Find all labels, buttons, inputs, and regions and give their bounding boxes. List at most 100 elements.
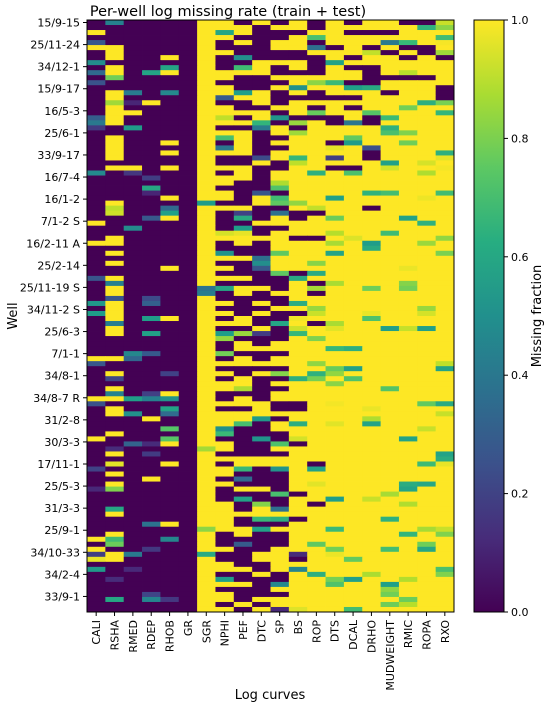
heatmap-cell (417, 356, 437, 362)
heatmap-cell (87, 55, 106, 61)
heatmap-cell (160, 456, 180, 462)
heatmap-cell (380, 436, 400, 442)
heatmap-cell (233, 260, 253, 267)
heatmap-cell (325, 421, 345, 427)
heatmap-cell (215, 240, 235, 247)
heatmap-cell (160, 70, 180, 76)
heatmap-cell (417, 300, 437, 307)
heatmap-cell (288, 436, 308, 442)
heatmap-cell (380, 95, 400, 101)
heatmap-cell (325, 235, 345, 242)
heatmap-cell (178, 100, 198, 106)
heatmap-cell (233, 321, 253, 327)
heatmap-cell (435, 601, 455, 608)
heatmap-cell (288, 40, 308, 46)
heatmap-cell (288, 175, 308, 181)
heatmap-cell (362, 100, 381, 106)
heatmap-cell (380, 110, 400, 116)
heatmap-cell (142, 456, 161, 462)
heatmap-cell (233, 451, 253, 457)
heatmap-cell (215, 20, 235, 26)
heatmap-cell (307, 135, 326, 141)
heatmap-cell (343, 265, 363, 272)
heatmap-cell (417, 376, 437, 382)
heatmap-cell (87, 601, 106, 608)
heatmap-cell (215, 30, 235, 36)
heatmap-cell (417, 411, 437, 417)
y-tick-label: 33/9-1 (44, 590, 80, 603)
heatmap-cell (215, 531, 235, 538)
heatmap-cell (160, 60, 180, 66)
heatmap-cell (307, 481, 326, 487)
heatmap-cell (343, 356, 363, 362)
heatmap-cell (435, 215, 455, 222)
heatmap-cell (142, 30, 161, 36)
heatmap-cell (105, 240, 125, 247)
heatmap-cell (197, 265, 216, 272)
heatmap-cell (417, 290, 437, 297)
heatmap-cell (270, 461, 290, 467)
heatmap-cell (197, 180, 216, 186)
heatmap-cell (87, 205, 106, 212)
heatmap-cell (307, 110, 326, 116)
heatmap-cell (252, 431, 271, 437)
heatmap-cell (288, 85, 308, 91)
heatmap-cell (252, 511, 271, 518)
heatmap-cell (197, 185, 216, 191)
heatmap-cell (343, 431, 363, 437)
heatmap-cell (123, 255, 143, 262)
heatmap-cell (160, 265, 180, 272)
heatmap-cell (142, 526, 161, 533)
heatmap-cell (288, 280, 308, 287)
heatmap-cell (325, 591, 345, 598)
heatmap-cell (362, 391, 381, 397)
heatmap-cell (343, 346, 363, 352)
heatmap-cell (380, 175, 400, 181)
heatmap-cell (307, 210, 326, 217)
heatmap-cell (343, 401, 363, 407)
heatmap-cell (233, 421, 253, 427)
heatmap-cell (435, 180, 455, 186)
heatmap-cell (435, 305, 455, 312)
heatmap-cell (197, 391, 216, 397)
heatmap-cell (288, 416, 308, 422)
heatmap-cell (325, 160, 345, 166)
heatmap-cell (270, 591, 290, 598)
heatmap-cell (417, 381, 437, 387)
heatmap-cell (362, 305, 381, 312)
heatmap-cell (325, 140, 345, 146)
heatmap-cell (105, 331, 125, 337)
heatmap-cell (142, 50, 161, 56)
heatmap-cell (380, 361, 400, 367)
heatmap-cell (435, 230, 455, 237)
heatmap-cell (233, 305, 253, 312)
x-tick-label: GR (182, 620, 195, 637)
heatmap-cell (233, 280, 253, 287)
heatmap-cell (362, 351, 381, 357)
heatmap-cell (288, 446, 308, 452)
heatmap-cell (288, 290, 308, 297)
heatmap-cell (123, 190, 143, 196)
heatmap-cell (252, 310, 271, 317)
heatmap-cell (197, 431, 216, 437)
heatmap-cell (215, 165, 235, 171)
heatmap-cell (307, 376, 326, 382)
heatmap-cell (288, 586, 308, 593)
heatmap-cell (435, 250, 455, 257)
heatmap-cell (307, 200, 326, 207)
heatmap-cell (160, 571, 180, 578)
heatmap-cell (288, 516, 308, 523)
heatmap-cell (435, 55, 455, 61)
y-tick-labels: 15/9-1525/11-2434/12-115/9-1716/5-325/6-… (20, 17, 87, 603)
heatmap-cell (380, 346, 400, 352)
heatmap-cell (398, 466, 418, 472)
heatmap-cell (233, 300, 253, 307)
heatmap-cell (178, 195, 198, 202)
heatmap-cell (252, 115, 271, 121)
heatmap-cell (270, 586, 290, 593)
heatmap-cell (123, 356, 143, 362)
heatmap-cell (233, 396, 253, 402)
heatmap-cell (362, 200, 381, 207)
heatmap-cell (87, 571, 106, 578)
heatmap-cell (325, 210, 345, 217)
